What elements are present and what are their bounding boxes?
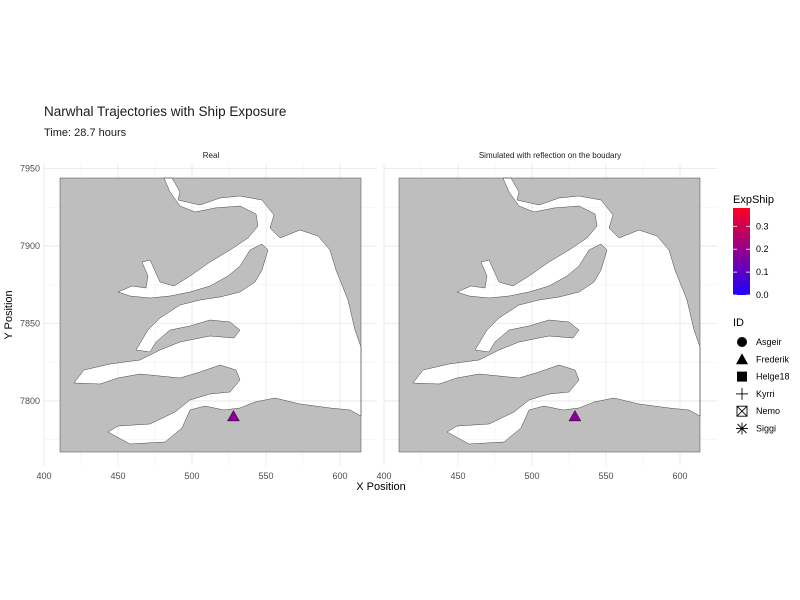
colorbar-tick-label: 0.0 bbox=[756, 290, 769, 300]
facet-label-real: Real bbox=[203, 151, 220, 160]
chart-subtitle: Time: 28.7 hours bbox=[44, 127, 127, 139]
legend-label: Helge18 bbox=[756, 372, 790, 382]
x-tick-label: 600 bbox=[332, 471, 347, 481]
data-points bbox=[227, 410, 582, 422]
chart-title: Narwhal Trajectories with Ship Exposure bbox=[44, 104, 287, 119]
legend-title: ID bbox=[733, 317, 744, 329]
x-tick-label: 500 bbox=[184, 471, 199, 481]
legend-item-helge18: Helge18 bbox=[737, 371, 790, 382]
facet-label-simulated: Simulated with reflection on the boudary bbox=[479, 151, 621, 160]
y-tick-label: 7900 bbox=[20, 241, 40, 251]
y-tick-label: 7850 bbox=[20, 319, 40, 329]
shape-legend: Asgeir Frederik Helge18 Kyrri Nemo Siggi bbox=[736, 337, 790, 435]
y-axis-title: Y Position bbox=[3, 290, 15, 339]
legend-item-kyrri: Kyrri bbox=[736, 387, 775, 400]
colorbar-tick-label: 0.1 bbox=[756, 267, 769, 277]
x-tick-label: 500 bbox=[524, 471, 539, 481]
colorbar-ticks: 0.0 0.1 0.2 0.3 bbox=[733, 221, 769, 300]
legend-label: Kyrri bbox=[756, 389, 775, 399]
x-tick-label: 550 bbox=[598, 471, 613, 481]
plus-icon bbox=[736, 387, 748, 400]
legend-label: Asgeir bbox=[756, 337, 782, 347]
circle-icon bbox=[737, 337, 747, 347]
legend-item-asgeir: Asgeir bbox=[737, 337, 782, 347]
y-tick-label: 7950 bbox=[20, 164, 40, 174]
legend-label: Siggi bbox=[756, 424, 776, 434]
legend-label: Frederik bbox=[756, 354, 790, 364]
legend-label: Nemo bbox=[756, 406, 780, 416]
triangle-icon bbox=[736, 353, 748, 365]
x-tick-label: 400 bbox=[36, 471, 51, 481]
x-tick-label: 550 bbox=[258, 471, 273, 481]
data-point-frederik bbox=[227, 410, 240, 422]
colorbar bbox=[733, 208, 750, 295]
axis-ticks: 400 450 500 550 600 7800 7850 7900 7950 400 450 500… bbox=[20, 164, 688, 481]
colorbar-tick-label: 0.2 bbox=[756, 244, 769, 254]
square-icon bbox=[737, 371, 747, 382]
square-cross-icon bbox=[736, 405, 748, 417]
x-tick-label: 600 bbox=[672, 471, 687, 481]
colorbar-tick-label: 0.3 bbox=[756, 221, 769, 231]
x-tick-label: 450 bbox=[110, 471, 125, 481]
x-tick-label: 450 bbox=[450, 471, 465, 481]
x-axis-title: X Position bbox=[356, 481, 406, 493]
legend-item-siggi: Siggi bbox=[736, 422, 776, 435]
legend-item-frederik: Frederik bbox=[736, 353, 790, 365]
legend-item-nemo: Nemo bbox=[736, 405, 780, 417]
data-point-frederik bbox=[568, 410, 582, 422]
y-tick-label: 7800 bbox=[20, 396, 40, 406]
colorbar-title: ExpShip bbox=[733, 194, 774, 206]
asterisk-icon bbox=[736, 422, 748, 435]
x-tick-label: 400 bbox=[376, 471, 391, 481]
